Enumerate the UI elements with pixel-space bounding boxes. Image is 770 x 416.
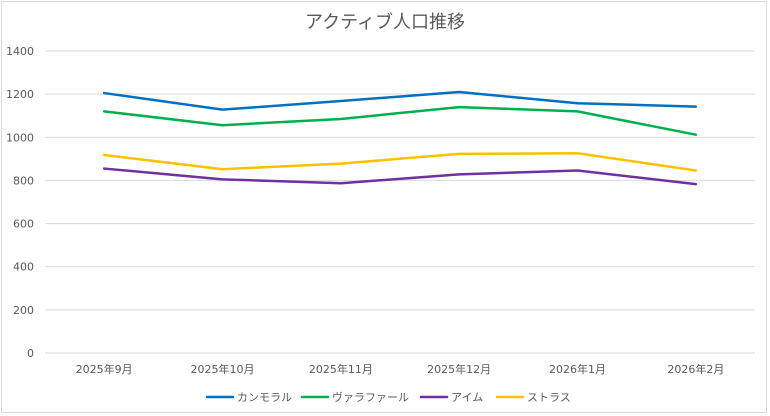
x-tick-label: 2026年1月 bbox=[549, 362, 606, 376]
x-tick-label: 2025年12月 bbox=[427, 362, 491, 376]
legend-label: ヴァラファール bbox=[332, 390, 409, 404]
x-tick-label: 2025年11月 bbox=[309, 362, 373, 376]
y-tick-label: 1400 bbox=[6, 45, 34, 58]
y-axis-ticks: 0 200 400 600 800 1000 1200 1400 bbox=[6, 45, 34, 360]
legend: カンモラル ヴァラファール アイム ストラス bbox=[205, 390, 571, 404]
x-tick-label: 2025年10月 bbox=[191, 362, 255, 376]
y-tick-label: 1000 bbox=[6, 131, 34, 144]
x-tick-label: 2026年2月 bbox=[667, 362, 724, 376]
legend-label: アイム bbox=[451, 391, 483, 404]
series-line-0 bbox=[102, 90, 698, 111]
y-tick-label: 1200 bbox=[6, 88, 34, 101]
series-line-3 bbox=[102, 151, 698, 172]
chart-title: アクティブ人口推移 bbox=[305, 11, 465, 33]
series-line-1 bbox=[102, 105, 698, 136]
y-tick-label: 0 bbox=[27, 347, 34, 360]
y-tick-label: 200 bbox=[13, 304, 34, 317]
y-tick-label: 800 bbox=[13, 174, 34, 187]
y-tick-label: 600 bbox=[13, 218, 34, 231]
x-tick-label: 2025年9月 bbox=[76, 362, 133, 376]
series-line-2 bbox=[102, 167, 698, 186]
gridlines bbox=[45, 50, 755, 354]
series-lines bbox=[102, 90, 698, 186]
legend-label: ストラス bbox=[527, 391, 571, 404]
x-axis-ticks: 2025年9月 2025年10月 2025年11月 2025年12月 2026年1月 20… bbox=[76, 362, 725, 376]
legend-label: カンモラル bbox=[237, 391, 292, 404]
y-tick-label: 400 bbox=[13, 261, 34, 274]
